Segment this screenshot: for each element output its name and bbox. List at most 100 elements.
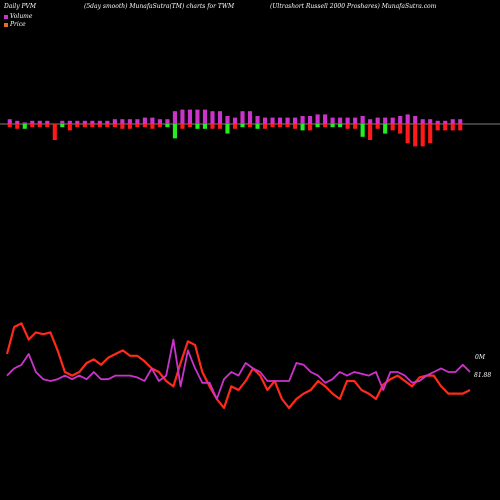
volume-bar — [390, 117, 395, 124]
price-change-bar — [247, 124, 253, 128]
price-change-bar — [180, 124, 185, 129]
volume-bar — [112, 119, 117, 124]
volume-bar — [360, 116, 365, 124]
price-change-bar — [105, 124, 110, 128]
volume-bar — [270, 117, 275, 124]
price-change-bar — [82, 124, 87, 128]
volume-bar — [232, 117, 238, 124]
price-change-bar — [90, 124, 95, 128]
price-change-bar — [60, 124, 65, 128]
price-change-bar — [97, 124, 102, 128]
volume-bar — [15, 120, 20, 124]
volume-bar — [225, 116, 230, 124]
price-change-bar — [345, 124, 350, 129]
volume-bar — [293, 117, 298, 124]
price-change-bar — [37, 124, 42, 128]
legend-volume-swatch — [4, 14, 8, 19]
price-change-bar — [120, 124, 125, 129]
legend-volume: Volume — [4, 13, 32, 20]
price-change-bar — [210, 124, 215, 129]
volume-bar — [368, 119, 373, 124]
volume-bar — [172, 111, 177, 124]
volume-bar — [308, 116, 313, 124]
volume-bar — [135, 119, 140, 124]
volume-bar — [330, 117, 335, 124]
volume-bar — [353, 117, 358, 124]
price-change-bar — [142, 124, 147, 128]
volume-bar — [22, 122, 27, 124]
volume-bar — [315, 114, 320, 124]
volume-bar — [443, 120, 448, 124]
volume-bar — [187, 109, 193, 124]
volume-bar — [60, 120, 65, 124]
volume-bar — [247, 111, 253, 124]
price-axis-label: 81.88 — [474, 372, 492, 379]
volume-bar — [82, 120, 87, 124]
price-change-bar — [262, 124, 268, 129]
volume-bar — [150, 117, 155, 124]
price-change-bar — [217, 124, 223, 129]
volume-bar — [345, 117, 350, 124]
volume-bar — [398, 116, 403, 124]
price-change-bar — [67, 124, 72, 131]
volume-bar — [45, 120, 50, 124]
price-change-bar — [428, 124, 433, 144]
price-change-bar — [202, 124, 208, 129]
price-change-bar — [450, 124, 455, 131]
volume-bar — [30, 120, 35, 124]
price-change-bar — [285, 124, 290, 128]
volume-bar — [323, 114, 328, 124]
price-change-bar — [398, 124, 403, 134]
volume-bar — [37, 120, 42, 124]
price-change-bar — [353, 124, 358, 129]
volume-bar — [405, 114, 410, 124]
price-change-bar — [368, 124, 373, 140]
price-change-bar — [30, 124, 35, 128]
volume-bar — [413, 116, 418, 124]
legend-price: Price — [4, 21, 26, 28]
series-line-volume — [6, 338, 471, 400]
volume-bar — [450, 119, 455, 124]
price-change-bar — [7, 124, 12, 128]
price-change-bar — [300, 124, 305, 131]
chart-header-center1: (5day smooth) MunafaSutra(TM) charts for… — [84, 3, 235, 10]
price-change-bar — [330, 124, 335, 128]
price-change-bar — [277, 124, 283, 128]
price-change-bar — [127, 124, 132, 129]
volume-bar — [420, 119, 425, 124]
price-change-bar — [157, 124, 162, 128]
volume-bar — [458, 119, 463, 124]
price-change-bar — [338, 124, 343, 128]
price-change-bar — [293, 124, 298, 129]
volume-bar — [7, 119, 12, 124]
price-change-bar — [458, 124, 463, 131]
price-change-bar — [435, 124, 440, 131]
volume-bar — [277, 117, 283, 124]
price-change-bar — [150, 124, 155, 129]
price-change-bar — [308, 124, 313, 131]
volume-bar — [210, 111, 215, 124]
price-change-bar — [420, 124, 425, 147]
price-change-bar — [165, 124, 170, 128]
price-change-bar — [255, 124, 260, 129]
price-change-bar — [52, 124, 57, 140]
volume-bar — [97, 120, 102, 124]
volume-bar — [67, 120, 72, 124]
volume-bar — [375, 117, 380, 124]
volume-bar — [338, 117, 343, 124]
volume-bar — [240, 111, 245, 124]
series-line-price — [5, 322, 471, 410]
price-change-bar — [45, 124, 50, 128]
price-change-bar — [413, 124, 418, 147]
price-change-bar — [225, 124, 230, 134]
volume-bar — [262, 117, 268, 124]
volume-bar — [255, 116, 260, 124]
price-change-bar — [443, 124, 448, 131]
price-change-bar — [187, 124, 193, 128]
volume-bar — [75, 120, 80, 124]
price-change-bar — [383, 124, 388, 134]
volume-bar — [285, 117, 290, 124]
price-change-bar — [240, 124, 245, 128]
volume-bar — [202, 109, 208, 124]
